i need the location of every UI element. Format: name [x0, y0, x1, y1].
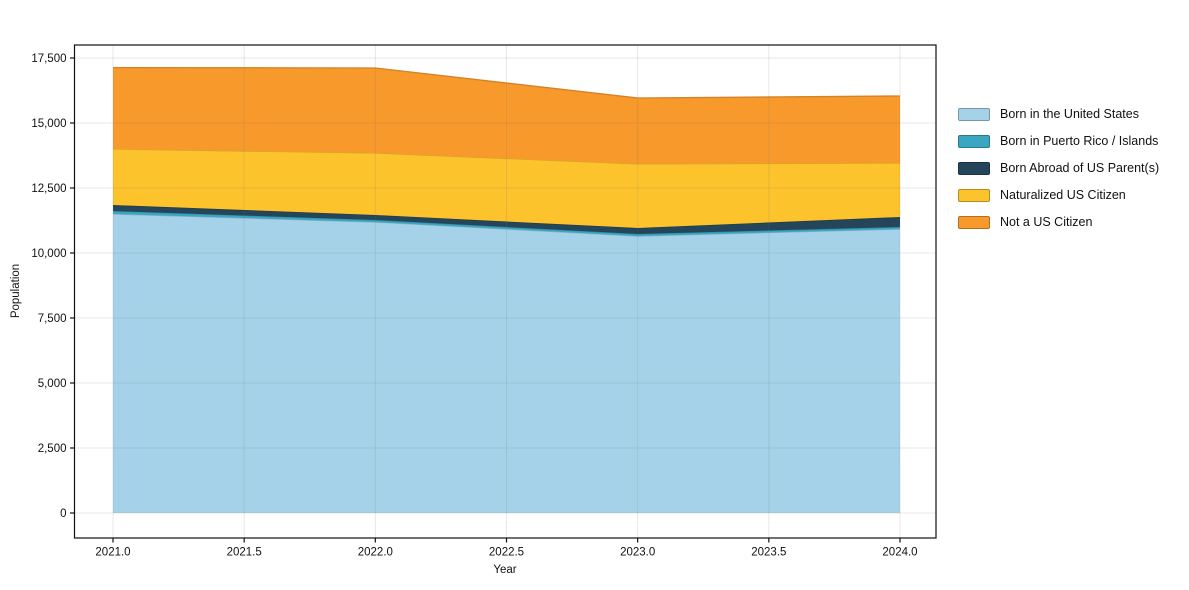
y-tick-label: 10,000 [31, 248, 66, 260]
legend-item: Born in Puerto Rico / Islands [958, 135, 1159, 148]
area-born-in-the-united-states [113, 214, 900, 513]
y-tick-label: 15,000 [31, 118, 66, 130]
y-tick-label: 12,500 [31, 183, 66, 195]
legend-label: Born Abroad of US Parent(s) [1000, 161, 1160, 175]
area-born-abroad-of-us-parent-s [113, 205, 900, 234]
area-top-edge [112, 66, 901, 99]
area-not-a-us-citizen [113, 67, 900, 164]
x-tick-label: 2021.0 [95, 547, 130, 559]
legend-label: Born in the United States [1000, 107, 1139, 121]
y-axis-label: Population [10, 263, 22, 319]
x-tick-label: 2021.5 [227, 547, 262, 559]
legend-item: Not a US Citizen [958, 216, 1159, 229]
legend: Born in the United States Born in Puerto … [958, 108, 1159, 243]
x-tick-label: 2023.5 [751, 547, 786, 559]
legend-label: Naturalized US Citizen [1000, 188, 1126, 202]
legend-item: Born in the United States [958, 108, 1159, 121]
plot-border [73, 44, 937, 539]
x-axis-label: Year [493, 564, 517, 576]
y-tick-label: 7,500 [38, 313, 67, 325]
legend-swatch [958, 135, 990, 148]
x-tick-label: 2023.0 [620, 547, 655, 559]
legend-item: Born Abroad of US Parent(s) [958, 162, 1159, 175]
area-naturalized-us-citizen [113, 149, 900, 228]
x-tick-label: 2022.0 [358, 547, 393, 559]
x-tick-label: 2022.5 [489, 547, 524, 559]
legend-swatch [958, 162, 990, 175]
legend-swatch [958, 189, 990, 202]
legend-label: Not a US Citizen [1000, 215, 1093, 229]
y-tick-label: 17,500 [31, 53, 66, 65]
legend-label: Born in Puerto Rico / Islands [1000, 134, 1159, 148]
legend-item: Naturalized US Citizen [958, 189, 1159, 202]
y-tick-label: 5,000 [38, 378, 67, 390]
legend-swatch [958, 108, 990, 121]
legend-swatch [958, 216, 990, 229]
x-tick-label: 2024.0 [882, 547, 917, 559]
y-tick-label: 2,500 [38, 443, 67, 455]
y-tick-label: 0 [60, 508, 66, 520]
